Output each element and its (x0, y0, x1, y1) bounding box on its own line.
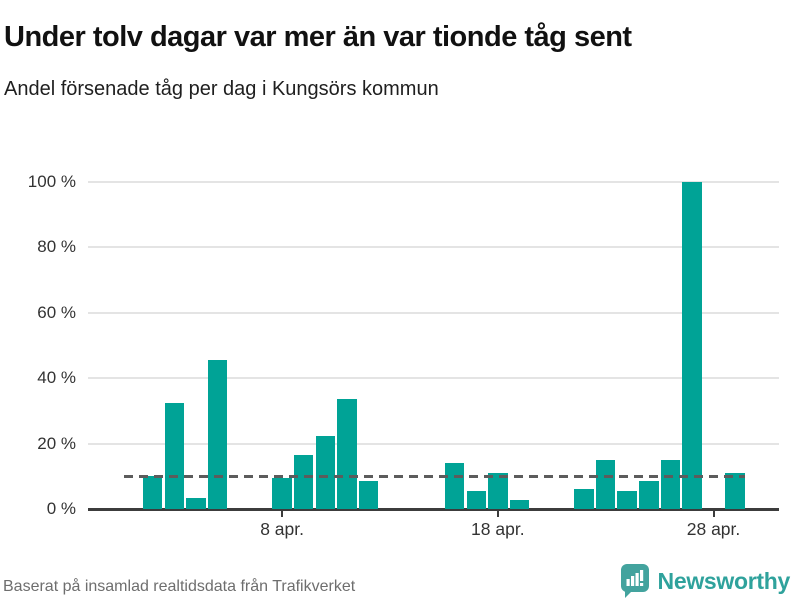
chart-subtitle: Andel försenade tåg per dag i Kungsörs k… (4, 78, 439, 100)
bar-17-apr (466, 491, 486, 509)
gridline (88, 181, 779, 183)
bar-25-apr (639, 480, 659, 509)
y-tick-label: 80 % (37, 237, 76, 257)
x-tick-label: 18 apr. (471, 519, 525, 539)
bar-12-apr (358, 481, 379, 509)
y-tick-label: 60 % (37, 302, 76, 322)
gridline (88, 311, 779, 314)
x-axis: 8 apr. 18 apr. 28 apr. (88, 509, 779, 549)
bar-4-apr (186, 498, 206, 509)
bar-23-apr (595, 459, 616, 509)
bar-2-apr (142, 475, 163, 509)
chart-title: Under tolv dagar var mer än var tionde t… (4, 21, 632, 54)
bar-22-apr (574, 489, 594, 509)
x-tick (281, 510, 284, 517)
x-tick-label: 28 apr. (686, 519, 741, 539)
reference-line-10pct (124, 474, 745, 478)
bar-5-apr (207, 360, 228, 509)
bar-3-apr (164, 403, 185, 509)
bar-18-apr (488, 473, 508, 509)
bar-9-apr (293, 455, 314, 509)
newsworthy-logo: Newsworthy (620, 562, 790, 600)
brand-name: Newsworthy (657, 567, 791, 594)
bar-10-apr (315, 436, 335, 509)
y-tick-label: 100 % (27, 172, 76, 191)
bar-27-apr (682, 182, 702, 509)
bar-11-apr (337, 399, 357, 509)
x-tick-label: 8 apr. (260, 519, 304, 539)
y-axis-labels: 0 % 20 % 40 % 60 % 80 % 100 % (0, 172, 76, 518)
gridline (88, 246, 779, 249)
x-axis-line (88, 508, 779, 511)
y-tick-label: 40 % (37, 368, 76, 388)
y-tick-label: 20 % (37, 433, 76, 453)
gridline (88, 377, 779, 380)
gridline (88, 442, 779, 445)
plot-area (88, 181, 779, 511)
x-tick (496, 510, 499, 517)
y-tick-label: 0 % (46, 499, 76, 518)
bar-26-apr (660, 459, 681, 509)
bar-24-apr (617, 491, 637, 509)
newsworthy-logo-icon (620, 563, 649, 598)
bar-29-apr (725, 473, 745, 509)
bar-19-apr (509, 500, 530, 509)
x-tick (712, 510, 715, 517)
bar-16-apr (444, 463, 465, 509)
source-note: Baserat på insamlad realtidsdata från Tr… (3, 578, 356, 595)
bar-8-apr (272, 477, 292, 509)
